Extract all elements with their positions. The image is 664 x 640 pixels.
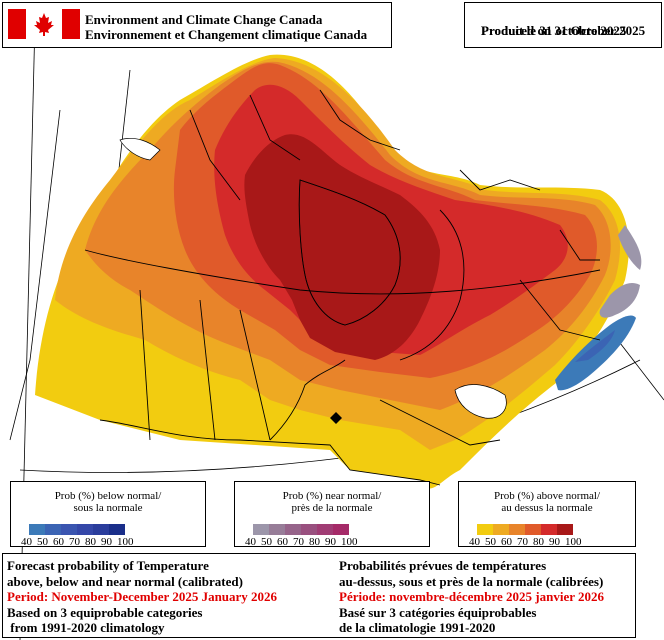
legend-swatch: [477, 524, 493, 535]
legend-tick-label: 60: [501, 536, 512, 548]
legend-tick-label: 60: [53, 536, 64, 548]
legend-near-normal: Prob (%) near normal/ près de la normale…: [234, 481, 430, 548]
legend-tick-label: 60: [277, 536, 288, 548]
footer-en-line1: Forecast probability of Temperature: [7, 558, 209, 573]
legend-swatch: [493, 524, 509, 535]
footer-fr-line5: de la climatologie 1991-2020: [339, 620, 496, 635]
produced-date-en: Produced on 31 October 2025: [481, 23, 646, 38]
footer-panel: Forecast probability of Temperature abov…: [2, 553, 636, 638]
legend-swatch: [301, 524, 317, 535]
org-name-fr: Environnement et Changement climatique C…: [85, 27, 368, 42]
footer-en-line4: Based on 3 equiprobable categories: [7, 604, 203, 620]
legend-tick-label: 80: [85, 536, 96, 548]
water-bodies: [119, 137, 507, 419]
legend-tick-label: 100: [565, 536, 582, 548]
legend-tick-label: 50: [37, 536, 48, 548]
legend-swatch: [77, 524, 93, 535]
legend-tick-label: 70: [293, 536, 304, 548]
legend-swatches: [253, 524, 349, 535]
legend-swatch: [109, 524, 125, 535]
footer-fr-line1: Probabilités prévues de températures: [339, 558, 547, 573]
legend-title-fr: sous la normale: [73, 502, 143, 514]
legend-tick-label: 90: [549, 536, 560, 548]
boundaries: [84, 89, 601, 486]
produced-date-fr: Produit le 31 octobre 2025: [481, 23, 627, 38]
legend-swatch: [509, 524, 525, 535]
legend-ticks: 40 50 60 70 80 90 100: [469, 536, 582, 548]
footer-en-line2: above, below and near normal (calibrated…: [7, 573, 243, 589]
legend-tick-label: 70: [517, 536, 528, 548]
legend-tick-label: 40: [21, 536, 32, 548]
legend-tick-label: 90: [101, 536, 112, 548]
legend-below-normal: Prob (%) below normal/ sous la normale 4…: [10, 481, 206, 548]
legend-swatch: [93, 524, 109, 535]
legend-tick-label: 100: [117, 536, 134, 548]
legend-above-normal: Prob (%) above normal/ au dessus la norm…: [458, 481, 636, 548]
org-name-en: Environment and Climate Change Canada: [85, 12, 323, 27]
legend-swatch: [333, 524, 349, 535]
legend-tick-label: 40: [245, 536, 256, 548]
legend-title-fr: au dessus la normale: [501, 502, 593, 514]
legend-title-en: Prob (%) below normal/: [54, 490, 162, 502]
legend-tick-label: 40: [469, 536, 480, 548]
legend-title-en: Prob (%) above normal/: [494, 490, 600, 502]
legend-swatch: [269, 524, 285, 535]
footer-english: Forecast probability of Temperature abov…: [7, 558, 277, 636]
zone-near-coast: [618, 225, 642, 270]
footer-french: Probabilités prévues de températures au-…: [339, 558, 604, 636]
footer-fr-line4: Basé sur 3 catégories équiprobables: [339, 604, 537, 620]
header-panel: Environment and Climate Change Canada En…: [2, 2, 392, 48]
legend-tick-label: 50: [261, 536, 272, 548]
legend-title-en: Prob (%) near normal/: [282, 490, 382, 502]
footer-fr-line2: au-dessus, sous et près de la normale (c…: [339, 573, 604, 589]
legend-swatch: [557, 524, 573, 535]
produced-panel: Produced on 31 October 2025 Produit le 3…: [464, 2, 662, 48]
footer-en-line5: from 1991-2020 climatology: [7, 620, 165, 635]
legend-swatch: [541, 524, 557, 535]
legend-swatch: [61, 524, 77, 535]
canada-flag-icon: [8, 9, 80, 39]
legend-swatches: [29, 524, 125, 535]
zone-near: [599, 283, 640, 318]
legend-tick-label: 90: [325, 536, 336, 548]
legend-ticks: 40 50 60 70 80 90 100: [21, 536, 134, 548]
legend-tick-label: 80: [309, 536, 320, 548]
legend-tick-label: 70: [69, 536, 80, 548]
legend-swatch: [45, 524, 61, 535]
legend-swatches: [477, 524, 573, 535]
legend-swatch: [285, 524, 301, 535]
legend-swatch: [317, 524, 333, 535]
footer-en-period: Period: November-December 2025 January 2…: [7, 589, 278, 604]
legend-swatch: [253, 524, 269, 535]
legend-tick-label: 100: [341, 536, 358, 548]
legend-ticks: 40 50 60 70 80 90 100: [245, 536, 358, 548]
city-marker: [330, 412, 342, 424]
legend-swatch: [525, 524, 541, 535]
legend-title-fr: près de la normale: [291, 502, 373, 514]
legend-tick-label: 50: [485, 536, 496, 548]
legend-tick-label: 80: [533, 536, 544, 548]
footer-fr-period: Période: novembre-décembre 2025 janvier …: [339, 589, 604, 604]
legend-swatch: [29, 524, 45, 535]
